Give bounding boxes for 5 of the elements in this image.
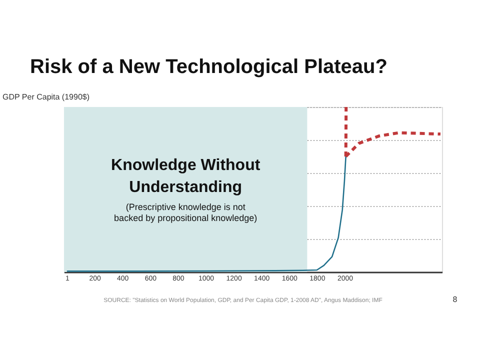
y-axis-title: GDP Per Capita (1990$) [2, 92, 90, 102]
text: 8 [452, 295, 458, 304]
annotation: (Prescriptive knowledge is not backed by propositional knowledge) [114, 202, 258, 223]
chart-title: Risk of a New Technological Plateau? [30, 56, 388, 78]
band-label: Knowledge Without Understanding [111, 157, 261, 196]
